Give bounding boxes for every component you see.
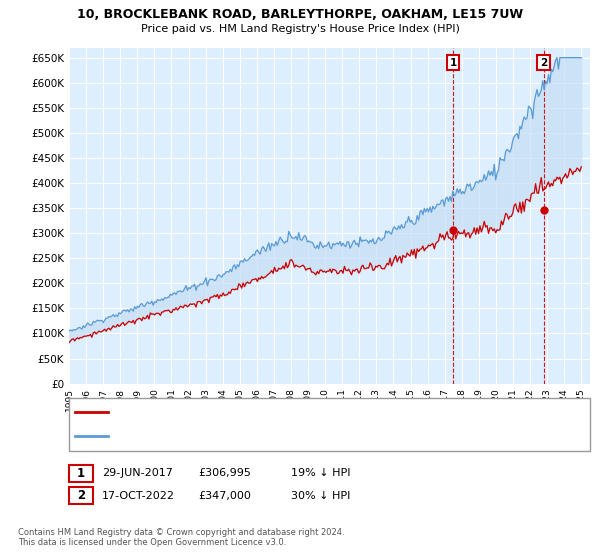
Text: £347,000: £347,000 (198, 491, 251, 501)
Text: 29-JUN-2017: 29-JUN-2017 (102, 468, 173, 478)
Text: 19% ↓ HPI: 19% ↓ HPI (291, 468, 350, 478)
Text: Contains HM Land Registry data © Crown copyright and database right 2024.
This d: Contains HM Land Registry data © Crown c… (18, 528, 344, 547)
Text: 10, BROCKLEBANK ROAD, BARLEYTHORPE, OAKHAM, LE15 7UW (detached house): 10, BROCKLEBANK ROAD, BARLEYTHORPE, OAKH… (114, 408, 516, 418)
Text: 30% ↓ HPI: 30% ↓ HPI (291, 491, 350, 501)
Text: 2: 2 (77, 489, 85, 502)
Text: HPI: Average price, detached house, Rutland: HPI: Average price, detached house, Rutl… (114, 431, 332, 441)
Text: £306,995: £306,995 (198, 468, 251, 478)
Text: Price paid vs. HM Land Registry's House Price Index (HPI): Price paid vs. HM Land Registry's House … (140, 24, 460, 34)
Text: 1: 1 (77, 466, 85, 480)
Text: 2: 2 (540, 58, 547, 68)
Text: 10, BROCKLEBANK ROAD, BARLEYTHORPE, OAKHAM, LE15 7UW: 10, BROCKLEBANK ROAD, BARLEYTHORPE, OAKH… (77, 8, 523, 21)
Text: 17-OCT-2022: 17-OCT-2022 (102, 491, 175, 501)
Text: 1: 1 (449, 58, 457, 68)
